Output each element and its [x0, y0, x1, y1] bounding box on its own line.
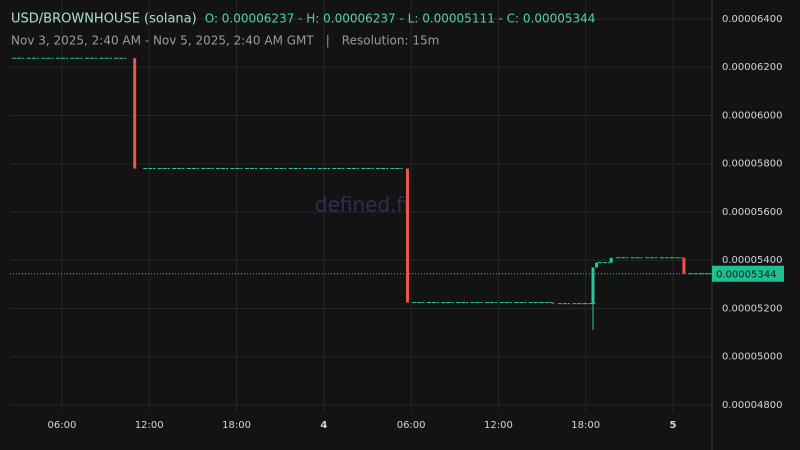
y-tick-label: 0.00006200	[722, 62, 782, 73]
candle-body	[682, 257, 686, 274]
y-tick-label: 0.00006000	[722, 110, 782, 121]
last-price-label: 0.00005344	[716, 270, 776, 281]
y-tick-label: 0.00005000	[722, 352, 782, 363]
resolution: Resolution: 15m	[342, 34, 440, 48]
candle-body	[609, 257, 613, 263]
x-tick-label: 4	[320, 420, 327, 431]
separator: |	[326, 34, 330, 48]
y-tick-label: 0.00004800	[722, 400, 782, 411]
x-tick-label: 06:00	[48, 420, 77, 431]
y-tick-label: 0.00005400	[722, 255, 782, 266]
candle-body	[133, 58, 137, 169]
candle-body	[595, 262, 599, 268]
x-tick-label: 12:00	[135, 420, 164, 431]
x-tick-label: 5	[670, 420, 677, 431]
candle-body	[405, 168, 409, 303]
candle-body	[551, 302, 555, 304]
y-tick-label: 0.00005200	[722, 303, 782, 314]
y-tick-label: 0.00006400	[722, 14, 782, 25]
x-tick-label: 18:00	[571, 420, 600, 431]
last-price-badge	[712, 265, 784, 282]
ohlc-summary: O: 0.00006237 - H: 0.00006237 - L: 0.000…	[205, 12, 596, 26]
y-tick-label: 0.00005800	[722, 159, 782, 170]
watermark: defined.fi	[315, 193, 409, 217]
candle-body	[591, 267, 595, 304]
x-tick-label: 18:00	[222, 420, 251, 431]
x-tick-label: 06:00	[397, 420, 426, 431]
x-tick-label: 12:00	[484, 420, 513, 431]
y-tick-label: 0.00005600	[722, 207, 782, 218]
subtitle: Nov 3, 2025, 2:40 AM - Nov 5, 2025, 2:40…	[11, 34, 314, 48]
chart-title: USD/BROWNHOUSE (solana)	[11, 12, 197, 27]
